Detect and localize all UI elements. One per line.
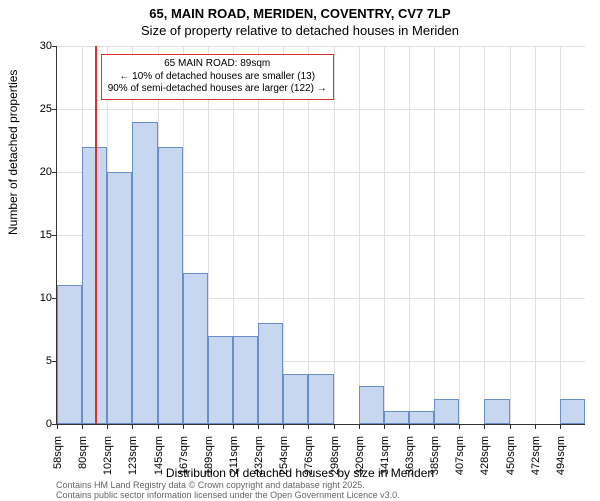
gridline-v xyxy=(334,46,335,424)
marker-line xyxy=(95,46,97,424)
x-tick-label: 428sqm xyxy=(479,436,491,486)
gridline-v xyxy=(384,46,385,424)
x-tick xyxy=(183,424,184,429)
x-tick xyxy=(233,424,234,429)
histogram-bar xyxy=(233,336,258,424)
gridline-v xyxy=(459,46,460,424)
x-tick xyxy=(434,424,435,429)
histogram-bar xyxy=(560,399,585,424)
gridline-v xyxy=(359,46,360,424)
gridline-v xyxy=(308,46,309,424)
x-tick-label: 472sqm xyxy=(530,436,542,486)
histogram-bar xyxy=(107,172,132,424)
histogram-bar xyxy=(57,285,82,424)
x-tick-label: 189sqm xyxy=(203,436,215,486)
x-tick xyxy=(384,424,385,429)
y-axis-title: Number of detached properties xyxy=(6,70,20,235)
gridline-v xyxy=(510,46,511,424)
y-tick xyxy=(52,235,57,236)
y-tick-label: 0 xyxy=(22,418,52,430)
x-tick-label: 102sqm xyxy=(102,436,114,486)
x-tick-label: 298sqm xyxy=(329,436,341,486)
x-tick-label: 211sqm xyxy=(228,436,240,486)
gridline-h xyxy=(57,109,585,110)
marker-annotation: 65 MAIN ROAD: 89sqm← 10% of detached hou… xyxy=(101,54,334,100)
annotation-line2: ← 10% of detached houses are smaller (13… xyxy=(108,71,327,84)
histogram-bar xyxy=(484,399,509,424)
gridline-h xyxy=(57,46,585,47)
gridline-v xyxy=(535,46,536,424)
gridline-v xyxy=(409,46,410,424)
y-tick-label: 5 xyxy=(22,355,52,367)
histogram-bar xyxy=(308,374,333,424)
histogram-bar xyxy=(283,374,308,424)
histogram-bar xyxy=(384,411,409,424)
gridline-v xyxy=(560,46,561,424)
x-tick-label: 145sqm xyxy=(153,436,165,486)
x-tick xyxy=(107,424,108,429)
x-tick xyxy=(334,424,335,429)
y-tick-label: 25 xyxy=(22,103,52,115)
gridline-v xyxy=(434,46,435,424)
histogram-bar xyxy=(434,399,459,424)
x-tick-label: 363sqm xyxy=(404,436,416,486)
chart-subtitle: Size of property relative to detached ho… xyxy=(0,23,600,40)
x-tick xyxy=(57,424,58,429)
x-tick-label: 123sqm xyxy=(127,436,139,486)
x-tick-label: 167sqm xyxy=(178,436,190,486)
footer-line2: Contains public sector information licen… xyxy=(56,490,400,500)
x-tick xyxy=(510,424,511,429)
x-tick-label: 407sqm xyxy=(454,436,466,486)
x-tick-label: 320sqm xyxy=(354,436,366,486)
y-tick-label: 20 xyxy=(22,166,52,178)
histogram-bar xyxy=(409,411,434,424)
x-tick xyxy=(484,424,485,429)
x-tick xyxy=(409,424,410,429)
x-tick xyxy=(158,424,159,429)
x-tick-label: 494sqm xyxy=(555,436,567,486)
y-tick xyxy=(52,109,57,110)
x-tick-label: 254sqm xyxy=(278,436,290,486)
x-tick-label: 58sqm xyxy=(52,436,64,486)
x-tick xyxy=(459,424,460,429)
annotation-line3: 90% of semi-detached houses are larger (… xyxy=(108,83,327,96)
y-tick-label: 15 xyxy=(22,229,52,241)
x-tick xyxy=(82,424,83,429)
histogram-bar xyxy=(208,336,233,424)
chart-title: 65, MAIN ROAD, MERIDEN, COVENTRY, CV7 7L… xyxy=(0,0,600,23)
y-tick-label: 10 xyxy=(22,292,52,304)
x-tick xyxy=(283,424,284,429)
x-tick xyxy=(359,424,360,429)
x-tick-label: 80sqm xyxy=(77,436,89,486)
x-tick-label: 341sqm xyxy=(379,436,391,486)
x-tick xyxy=(208,424,209,429)
x-tick xyxy=(308,424,309,429)
y-tick xyxy=(52,172,57,173)
x-tick xyxy=(560,424,561,429)
x-tick xyxy=(258,424,259,429)
histogram-bar xyxy=(132,122,157,424)
annotation-line1: 65 MAIN ROAD: 89sqm xyxy=(108,58,327,71)
gridline-v xyxy=(484,46,485,424)
y-tick-label: 30 xyxy=(22,40,52,52)
histogram-bar xyxy=(258,323,283,424)
gridline-v xyxy=(283,46,284,424)
x-tick xyxy=(535,424,536,429)
chart-container: 65, MAIN ROAD, MERIDEN, COVENTRY, CV7 7L… xyxy=(0,0,600,500)
plot-area: 65 MAIN ROAD: 89sqm← 10% of detached hou… xyxy=(56,46,585,425)
histogram-bar xyxy=(183,273,208,424)
x-tick-label: 450sqm xyxy=(505,436,517,486)
x-tick-label: 232sqm xyxy=(253,436,265,486)
y-tick xyxy=(52,46,57,47)
x-tick-label: 385sqm xyxy=(429,436,441,486)
x-tick xyxy=(132,424,133,429)
histogram-bar xyxy=(158,147,183,424)
x-tick-label: 276sqm xyxy=(303,436,315,486)
histogram-bar xyxy=(359,386,384,424)
